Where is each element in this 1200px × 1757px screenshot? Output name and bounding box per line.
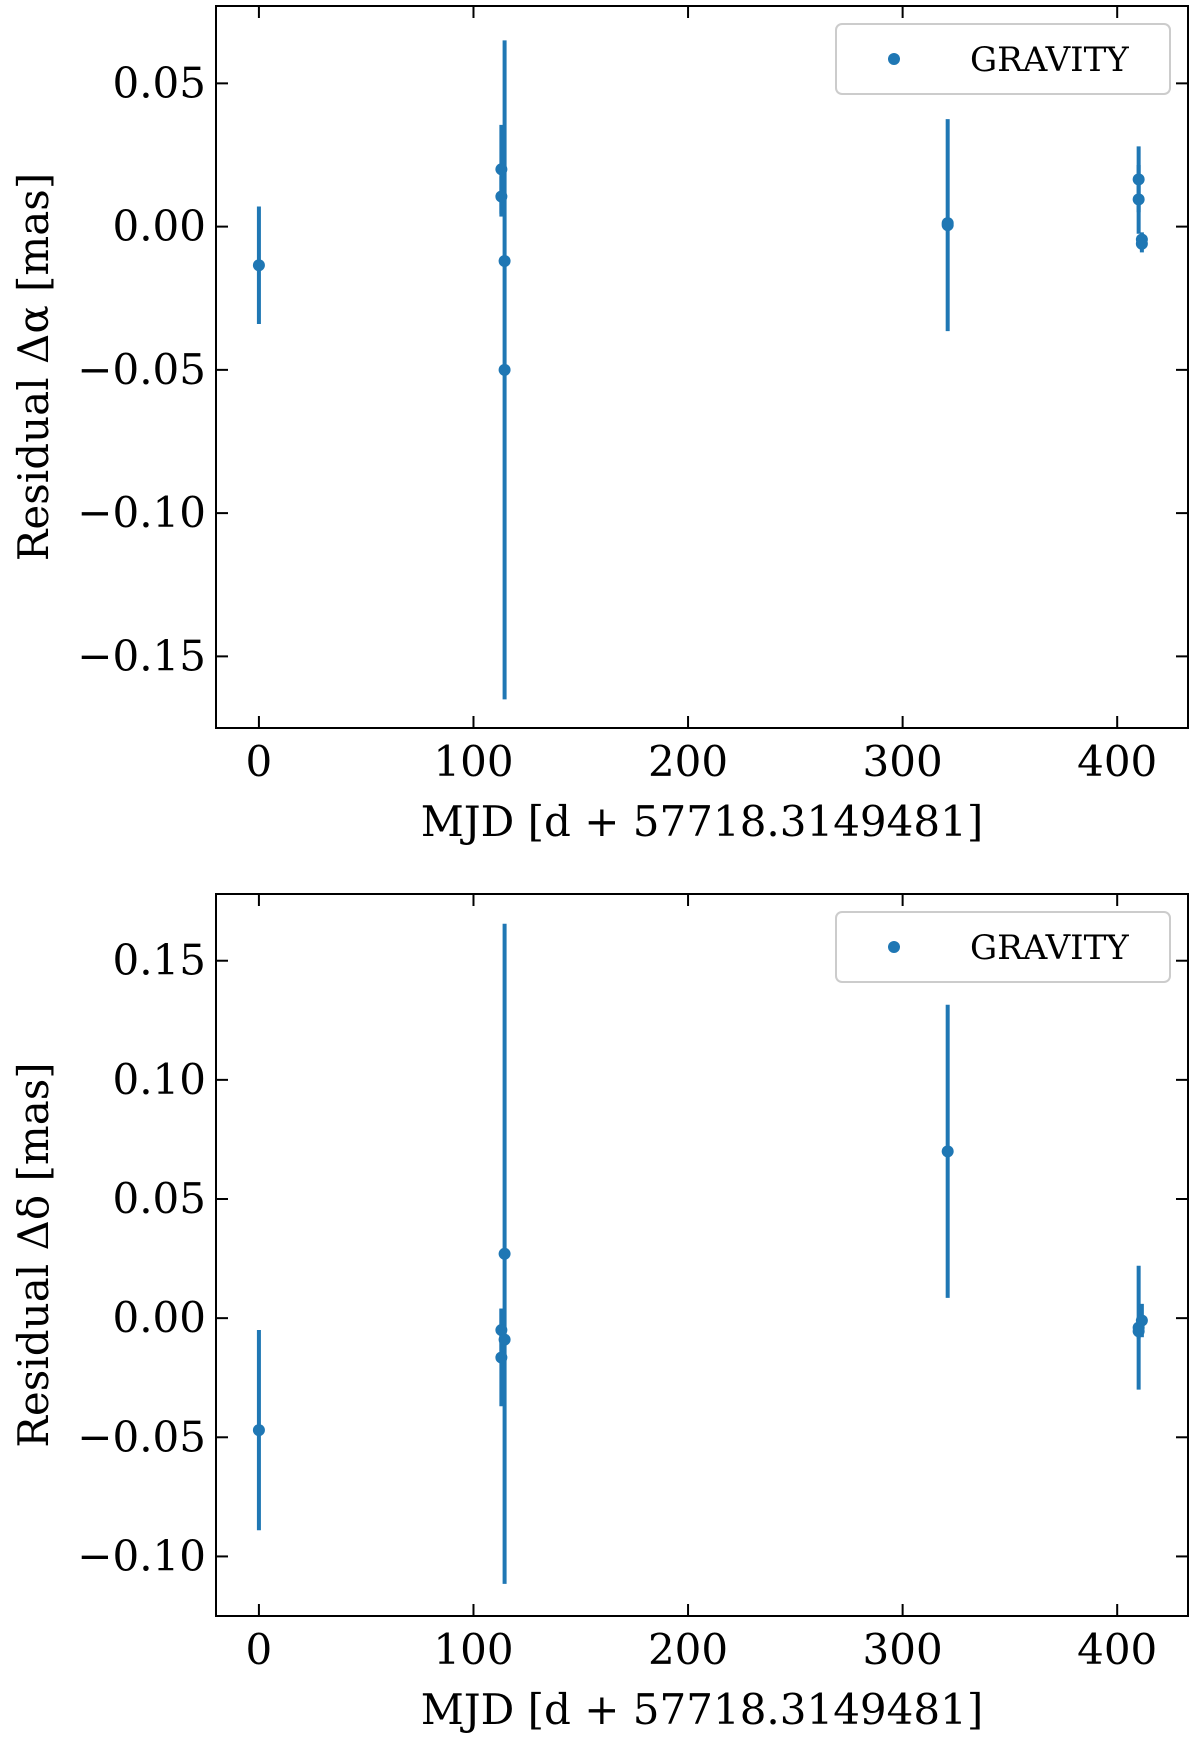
legend-marker (888, 941, 900, 953)
x-tick-label: 400 (1077, 737, 1157, 786)
y-tick-label: −0.10 (77, 488, 206, 537)
y-tick-label: 0.10 (112, 1055, 206, 1104)
data-point (495, 163, 508, 176)
data-point (941, 1145, 954, 1158)
data-point (941, 217, 954, 230)
y-tick-label: 0.00 (112, 202, 206, 251)
data-point (498, 1333, 511, 1346)
x-tick-label: 300 (863, 737, 943, 786)
y-tick-label: −0.05 (77, 345, 206, 394)
data-point (498, 254, 511, 267)
x-axis-label: MJD [d + 57718.3149481] (421, 1685, 983, 1734)
data-point (252, 259, 265, 272)
legend-marker (888, 53, 900, 65)
y-axis-label: Residual Δδ [mas] (9, 1062, 58, 1447)
x-axis-label: MJD [d + 57718.3149481] (421, 797, 983, 846)
data-point (495, 1351, 508, 1364)
y-tick-label: 0.05 (112, 1174, 206, 1223)
legend-box (835, 911, 1171, 983)
plot-frame (215, 5, 1189, 729)
y-tick-label: −0.10 (77, 1531, 206, 1580)
x-tick-label: 200 (648, 1625, 728, 1674)
x-tick-label: 200 (648, 737, 728, 786)
data-point (1132, 173, 1145, 186)
x-tick-label: 100 (433, 1625, 513, 1674)
data-point (1135, 237, 1148, 250)
chart-panel-1: 0 100 200 300 400 0.05 0.00 −0.05 −0.10 −0.15 MJD … (9, 5, 1189, 846)
data-point (498, 1247, 511, 1260)
plot-frame (215, 893, 1189, 1617)
y-tick-label: 0.15 (112, 936, 206, 985)
x-tick-label: 400 (1077, 1625, 1157, 1674)
chart-panel-2: 0 100 200 300 400 0.15 0.10 0.05 0.00 −0.05 −0.10 M… (9, 893, 1189, 1734)
x-tick-label: 100 (433, 737, 513, 786)
x-tick-label: 0 (246, 737, 273, 786)
x-tick-label: 300 (863, 1625, 943, 1674)
data-point (1135, 1314, 1148, 1327)
legend-label: GRAVITY (970, 40, 1129, 80)
x-tick-label: 0 (246, 1625, 273, 1674)
data-point (252, 1424, 265, 1437)
legend-box (835, 23, 1171, 95)
y-tick-label: −0.15 (77, 631, 206, 680)
data-point (498, 363, 511, 376)
data-point (495, 1324, 508, 1337)
y-axis-label: Residual Δα [mas] (9, 173, 58, 561)
data-point (1132, 193, 1145, 206)
data-point (1132, 1325, 1145, 1338)
y-tick-label: 0.00 (112, 1293, 206, 1342)
y-tick-label: 0.05 (112, 58, 206, 107)
data-point (495, 190, 508, 203)
y-tick-label: −0.05 (77, 1412, 206, 1461)
legend-label: GRAVITY (970, 928, 1129, 968)
